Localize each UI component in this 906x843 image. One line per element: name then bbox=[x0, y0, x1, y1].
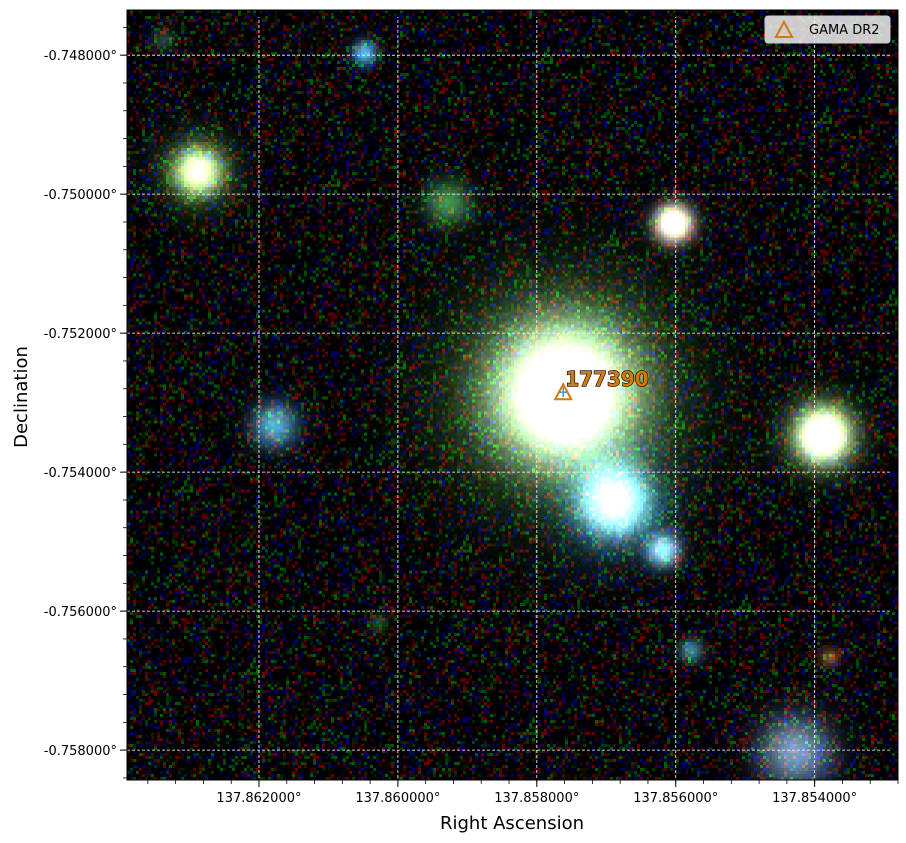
axes-frame bbox=[126, 9, 899, 781]
y-tick-label: -0.754000° bbox=[44, 466, 117, 481]
x-tick-label: 137.858000° bbox=[494, 791, 579, 806]
y-tick-label: -0.758000° bbox=[44, 744, 117, 759]
y-tick-label: -0.748000° bbox=[44, 49, 117, 64]
y-tick-label: -0.752000° bbox=[44, 327, 117, 342]
x-tick-labels: 137.862000° 137.860000° 137.858000° 137.856… bbox=[216, 791, 857, 806]
x-tick-label: 137.862000° bbox=[216, 791, 301, 806]
x-axis-label: Right Ascension bbox=[440, 813, 584, 834]
grid-lines bbox=[127, 10, 898, 780]
triangle-icon bbox=[774, 19, 794, 38]
source-marker[interactable]: 177390 bbox=[553, 367, 649, 401]
y-axis-label: Declination bbox=[11, 346, 32, 448]
x-tick-label: 137.854000° bbox=[772, 791, 857, 806]
x-tick-label: 137.856000° bbox=[633, 791, 718, 806]
source-label: 177390 bbox=[565, 367, 649, 391]
legend-box bbox=[764, 15, 891, 44]
x-tick-label: 137.860000° bbox=[355, 791, 440, 806]
y-tick-label: -0.750000° bbox=[44, 188, 117, 203]
legend-entry-label: GAMA DR2 bbox=[809, 23, 880, 38]
legend: GAMA DR2 bbox=[764, 15, 891, 44]
axis-ticks bbox=[120, 10, 899, 787]
sky-image bbox=[127, 10, 898, 780]
triangle-icon[interactable] bbox=[553, 382, 573, 401]
y-tick-labels: -0.748000° -0.750000° -0.752000° -0.754000°… bbox=[44, 49, 117, 759]
y-tick-label: -0.756000° bbox=[44, 605, 117, 620]
